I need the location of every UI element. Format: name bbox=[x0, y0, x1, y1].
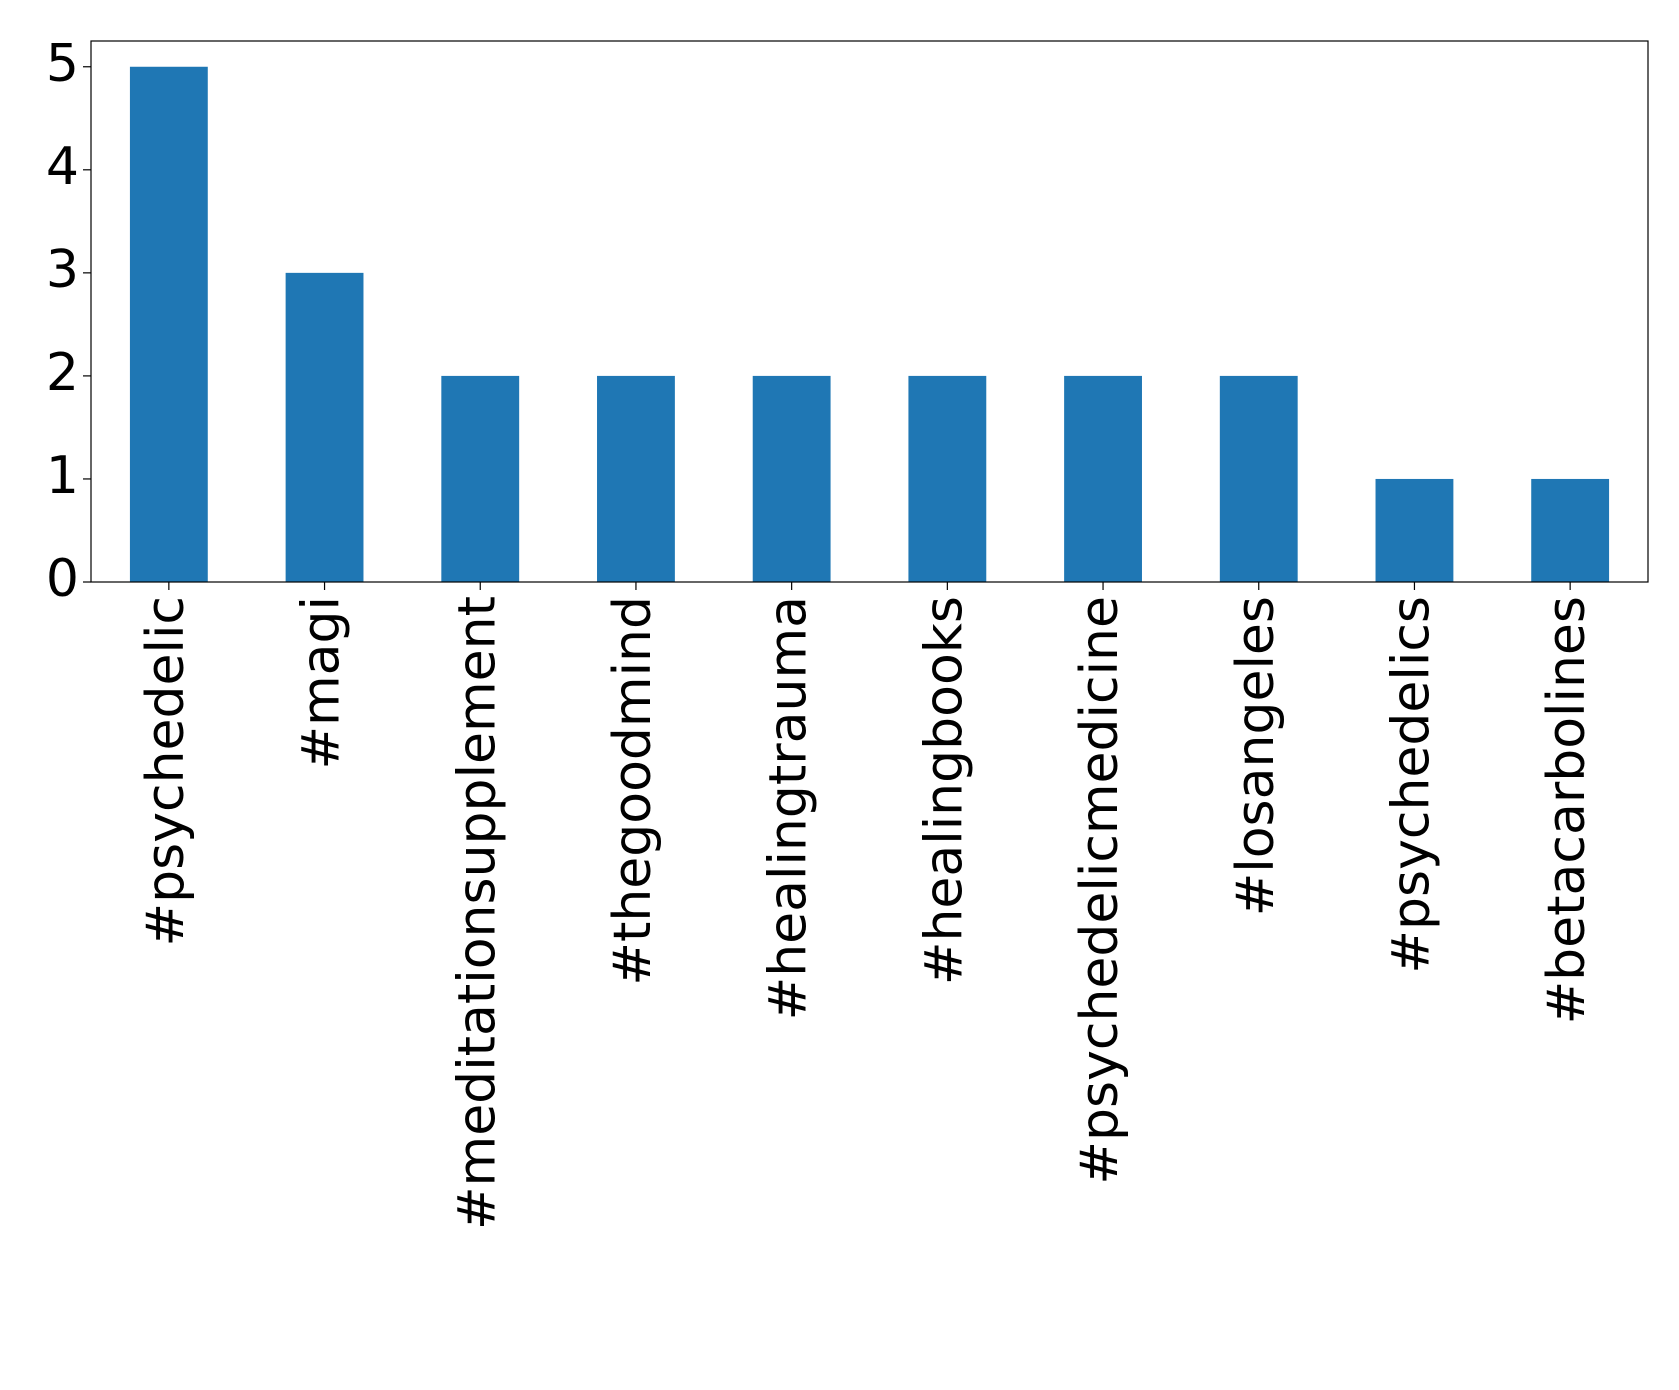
bar bbox=[1531, 478, 1610, 582]
bar bbox=[129, 66, 208, 582]
y-tick-label: 2 bbox=[46, 343, 79, 403]
x-tick-label: #losangeles bbox=[1226, 596, 1286, 916]
x-tick-label: #betacarbolines bbox=[1537, 596, 1597, 1024]
bar bbox=[1375, 478, 1454, 582]
bar bbox=[597, 375, 675, 582]
x-tick-label: #magi bbox=[292, 596, 352, 770]
bar bbox=[1219, 375, 1298, 582]
bar bbox=[1064, 375, 1142, 582]
y-tick-label: 1 bbox=[46, 446, 79, 506]
y-tick-label: 4 bbox=[46, 137, 79, 197]
y-tick-label: 3 bbox=[46, 240, 79, 300]
x-tick-label: #psychedelic bbox=[136, 596, 196, 946]
bar bbox=[752, 375, 831, 582]
x-tick-label: #healingbooks bbox=[914, 596, 974, 985]
plot-frame bbox=[90, 40, 1649, 583]
x-tick-label: #meditationsupplement bbox=[447, 596, 507, 1230]
bar bbox=[908, 375, 987, 582]
bar bbox=[441, 375, 520, 582]
y-tick-label: 5 bbox=[46, 34, 79, 94]
bar bbox=[285, 272, 364, 582]
x-tick-label: #psychedelics bbox=[1381, 596, 1441, 974]
x-tick-label: #thegoodmind bbox=[603, 596, 663, 986]
x-tick-label: #psychedelicmedicine bbox=[1070, 596, 1130, 1185]
x-tick-label: #healingtrauma bbox=[759, 596, 819, 1020]
y-tick-label: 0 bbox=[46, 549, 79, 609]
